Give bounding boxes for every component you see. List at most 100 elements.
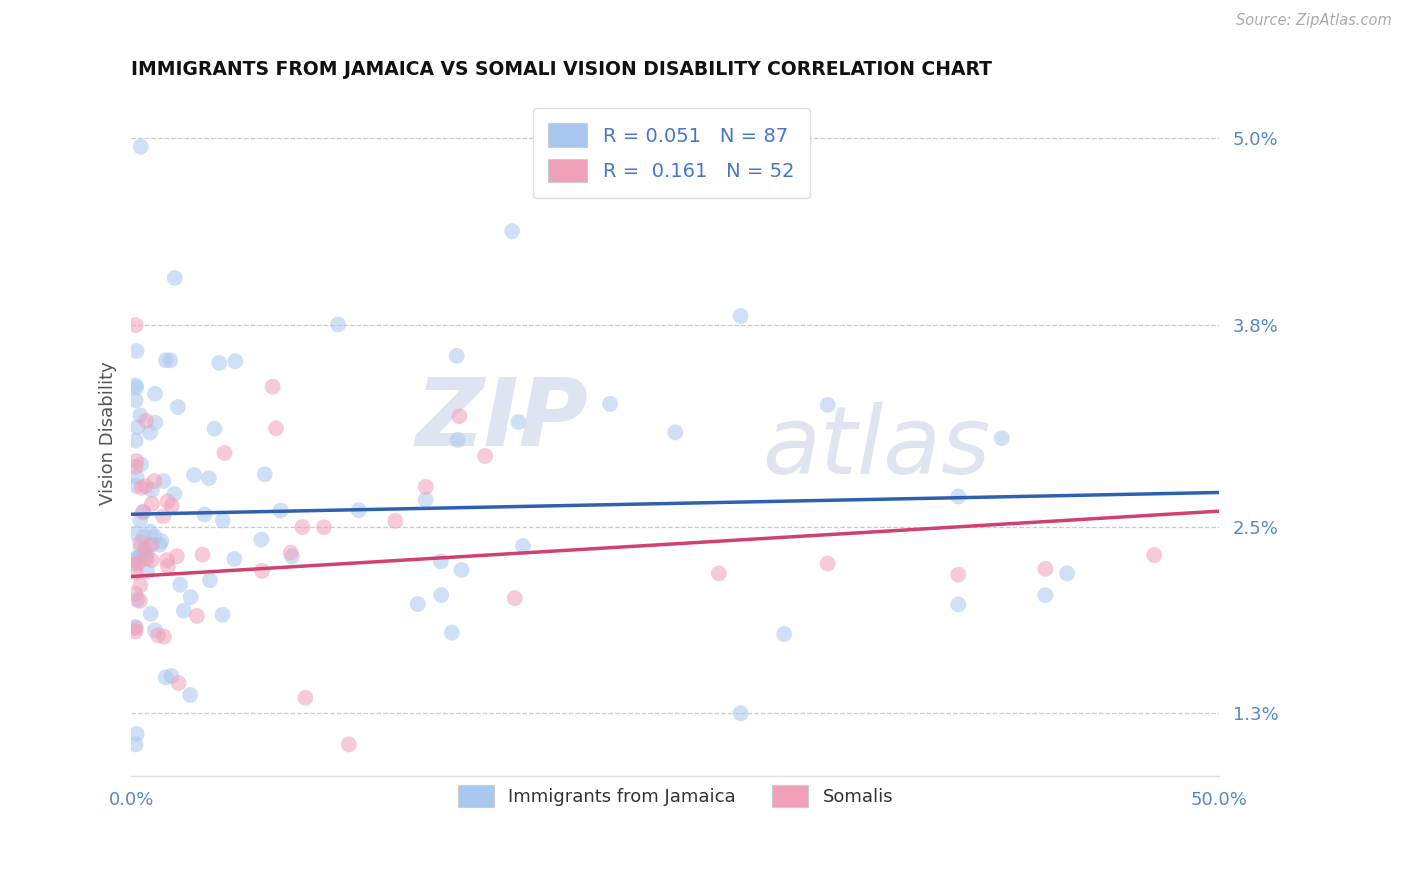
Point xyxy=(449,409,471,424)
Point xyxy=(127,420,149,434)
Point xyxy=(214,446,236,460)
Point xyxy=(132,529,155,543)
Point xyxy=(817,557,839,571)
Point xyxy=(204,422,226,436)
Point xyxy=(948,598,970,612)
Point xyxy=(134,542,156,557)
Point xyxy=(415,480,437,494)
Point xyxy=(124,434,146,448)
Point xyxy=(135,547,157,561)
Point xyxy=(1033,562,1056,576)
Point xyxy=(250,564,273,578)
Point xyxy=(446,349,468,363)
Point xyxy=(180,590,202,604)
Point xyxy=(264,421,287,435)
Point xyxy=(191,548,214,562)
Point xyxy=(430,588,453,602)
Point xyxy=(326,318,349,332)
Point xyxy=(139,607,162,621)
Point xyxy=(183,468,205,483)
Point xyxy=(125,727,148,741)
Point xyxy=(186,609,208,624)
Point xyxy=(501,224,523,238)
Point xyxy=(124,318,146,333)
Point xyxy=(124,378,146,392)
Point xyxy=(294,690,316,705)
Point xyxy=(1033,588,1056,602)
Point xyxy=(512,539,534,553)
Point xyxy=(262,380,284,394)
Point xyxy=(211,513,233,527)
Point xyxy=(447,433,470,447)
Point xyxy=(124,479,146,493)
Point xyxy=(156,494,179,508)
Point xyxy=(146,628,169,642)
Point xyxy=(125,470,148,484)
Point xyxy=(948,567,970,582)
Point xyxy=(129,513,152,527)
Point xyxy=(138,538,160,552)
Point xyxy=(132,505,155,519)
Point xyxy=(224,552,246,566)
Point xyxy=(124,620,146,634)
Point xyxy=(129,578,152,592)
Point xyxy=(124,558,146,572)
Point xyxy=(136,565,159,579)
Point xyxy=(152,509,174,524)
Point xyxy=(124,393,146,408)
Point xyxy=(129,458,152,472)
Point xyxy=(1056,566,1078,581)
Point xyxy=(224,354,246,368)
Point xyxy=(167,676,190,690)
Text: Source: ZipAtlas.com: Source: ZipAtlas.com xyxy=(1236,13,1392,29)
Point xyxy=(415,492,437,507)
Point xyxy=(129,409,152,423)
Point xyxy=(124,459,146,474)
Legend: Immigrants from Jamaica, Somalis: Immigrants from Jamaica, Somalis xyxy=(450,778,900,814)
Point xyxy=(160,669,183,683)
Point xyxy=(948,489,970,503)
Text: ZIP: ZIP xyxy=(415,374,588,466)
Point xyxy=(132,505,155,519)
Point xyxy=(337,738,360,752)
Point xyxy=(730,706,752,721)
Point xyxy=(167,400,190,414)
Point xyxy=(124,621,146,635)
Point xyxy=(280,546,302,560)
Point xyxy=(125,592,148,607)
Point xyxy=(143,530,166,544)
Point xyxy=(155,670,177,684)
Point xyxy=(125,344,148,359)
Point xyxy=(159,353,181,368)
Point xyxy=(124,553,146,567)
Point xyxy=(253,467,276,482)
Point xyxy=(440,625,463,640)
Point xyxy=(143,474,166,488)
Point xyxy=(124,566,146,580)
Point xyxy=(156,553,179,567)
Point xyxy=(198,471,221,485)
Point xyxy=(152,474,174,488)
Point xyxy=(166,549,188,564)
Point xyxy=(124,738,146,752)
Point xyxy=(817,398,839,412)
Point xyxy=(163,271,186,285)
Point xyxy=(664,425,686,440)
Point xyxy=(193,508,215,522)
Point xyxy=(128,549,150,564)
Point xyxy=(153,630,176,644)
Point xyxy=(474,449,496,463)
Point xyxy=(450,563,472,577)
Point xyxy=(124,586,146,600)
Point xyxy=(135,479,157,493)
Point xyxy=(250,533,273,547)
Point xyxy=(508,415,530,429)
Point xyxy=(281,549,304,564)
Point xyxy=(149,538,172,552)
Point xyxy=(127,556,149,570)
Point xyxy=(270,503,292,517)
Point xyxy=(406,597,429,611)
Point xyxy=(169,578,191,592)
Point xyxy=(707,566,730,581)
Point xyxy=(143,386,166,401)
